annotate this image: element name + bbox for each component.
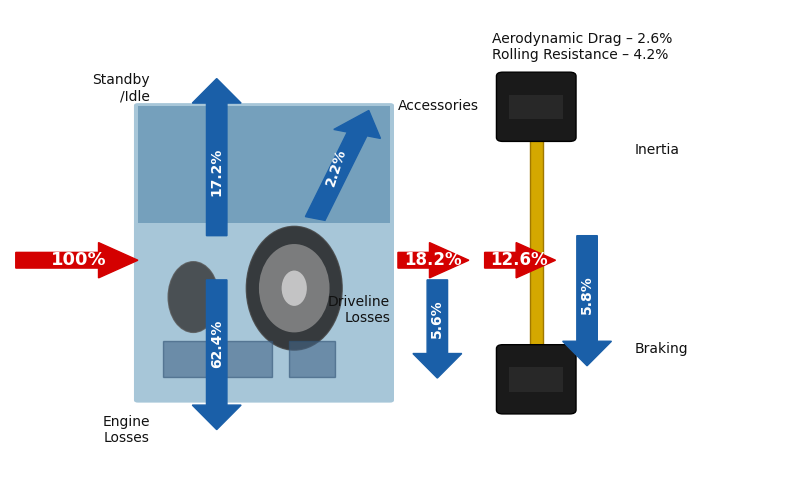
FancyArrow shape — [192, 79, 241, 236]
FancyArrow shape — [563, 236, 611, 366]
Bar — [530, 137, 543, 349]
Text: 18.2%: 18.2% — [404, 251, 463, 269]
FancyArrow shape — [192, 280, 241, 430]
Ellipse shape — [168, 262, 218, 332]
FancyArrow shape — [306, 110, 381, 220]
Bar — [509, 95, 563, 119]
Text: Driveline
Losses: Driveline Losses — [328, 295, 390, 325]
Text: Engine
Losses: Engine Losses — [102, 415, 150, 445]
Text: Accessories: Accessories — [398, 99, 479, 113]
Bar — [226, 341, 272, 377]
Ellipse shape — [259, 244, 329, 332]
Bar — [509, 367, 563, 392]
Text: Inertia: Inertia — [634, 143, 679, 157]
FancyBboxPatch shape — [496, 72, 576, 141]
FancyArrow shape — [485, 243, 556, 278]
FancyArrow shape — [413, 280, 462, 378]
Text: Aerodynamic Drag – 2.6%
Rolling Resistance – 4.2%: Aerodynamic Drag – 2.6% Rolling Resistan… — [492, 32, 673, 62]
Bar — [289, 341, 335, 377]
Text: 5.6%: 5.6% — [430, 300, 444, 338]
FancyArrow shape — [398, 243, 469, 278]
Text: 17.2%: 17.2% — [210, 148, 224, 196]
Text: Standby
/Idle: Standby /Idle — [92, 73, 150, 104]
Text: 5.8%: 5.8% — [580, 275, 594, 314]
FancyBboxPatch shape — [496, 345, 576, 414]
Ellipse shape — [247, 226, 342, 350]
FancyArrow shape — [16, 243, 138, 278]
Ellipse shape — [281, 271, 307, 306]
Text: 12.6%: 12.6% — [489, 251, 548, 269]
Text: 62.4%: 62.4% — [210, 320, 224, 368]
Text: 100%: 100% — [51, 251, 106, 269]
Text: Braking: Braking — [634, 342, 688, 355]
Text: 2.2%: 2.2% — [323, 146, 348, 188]
FancyBboxPatch shape — [134, 103, 394, 403]
Bar — [163, 341, 209, 377]
Bar — [138, 106, 390, 223]
